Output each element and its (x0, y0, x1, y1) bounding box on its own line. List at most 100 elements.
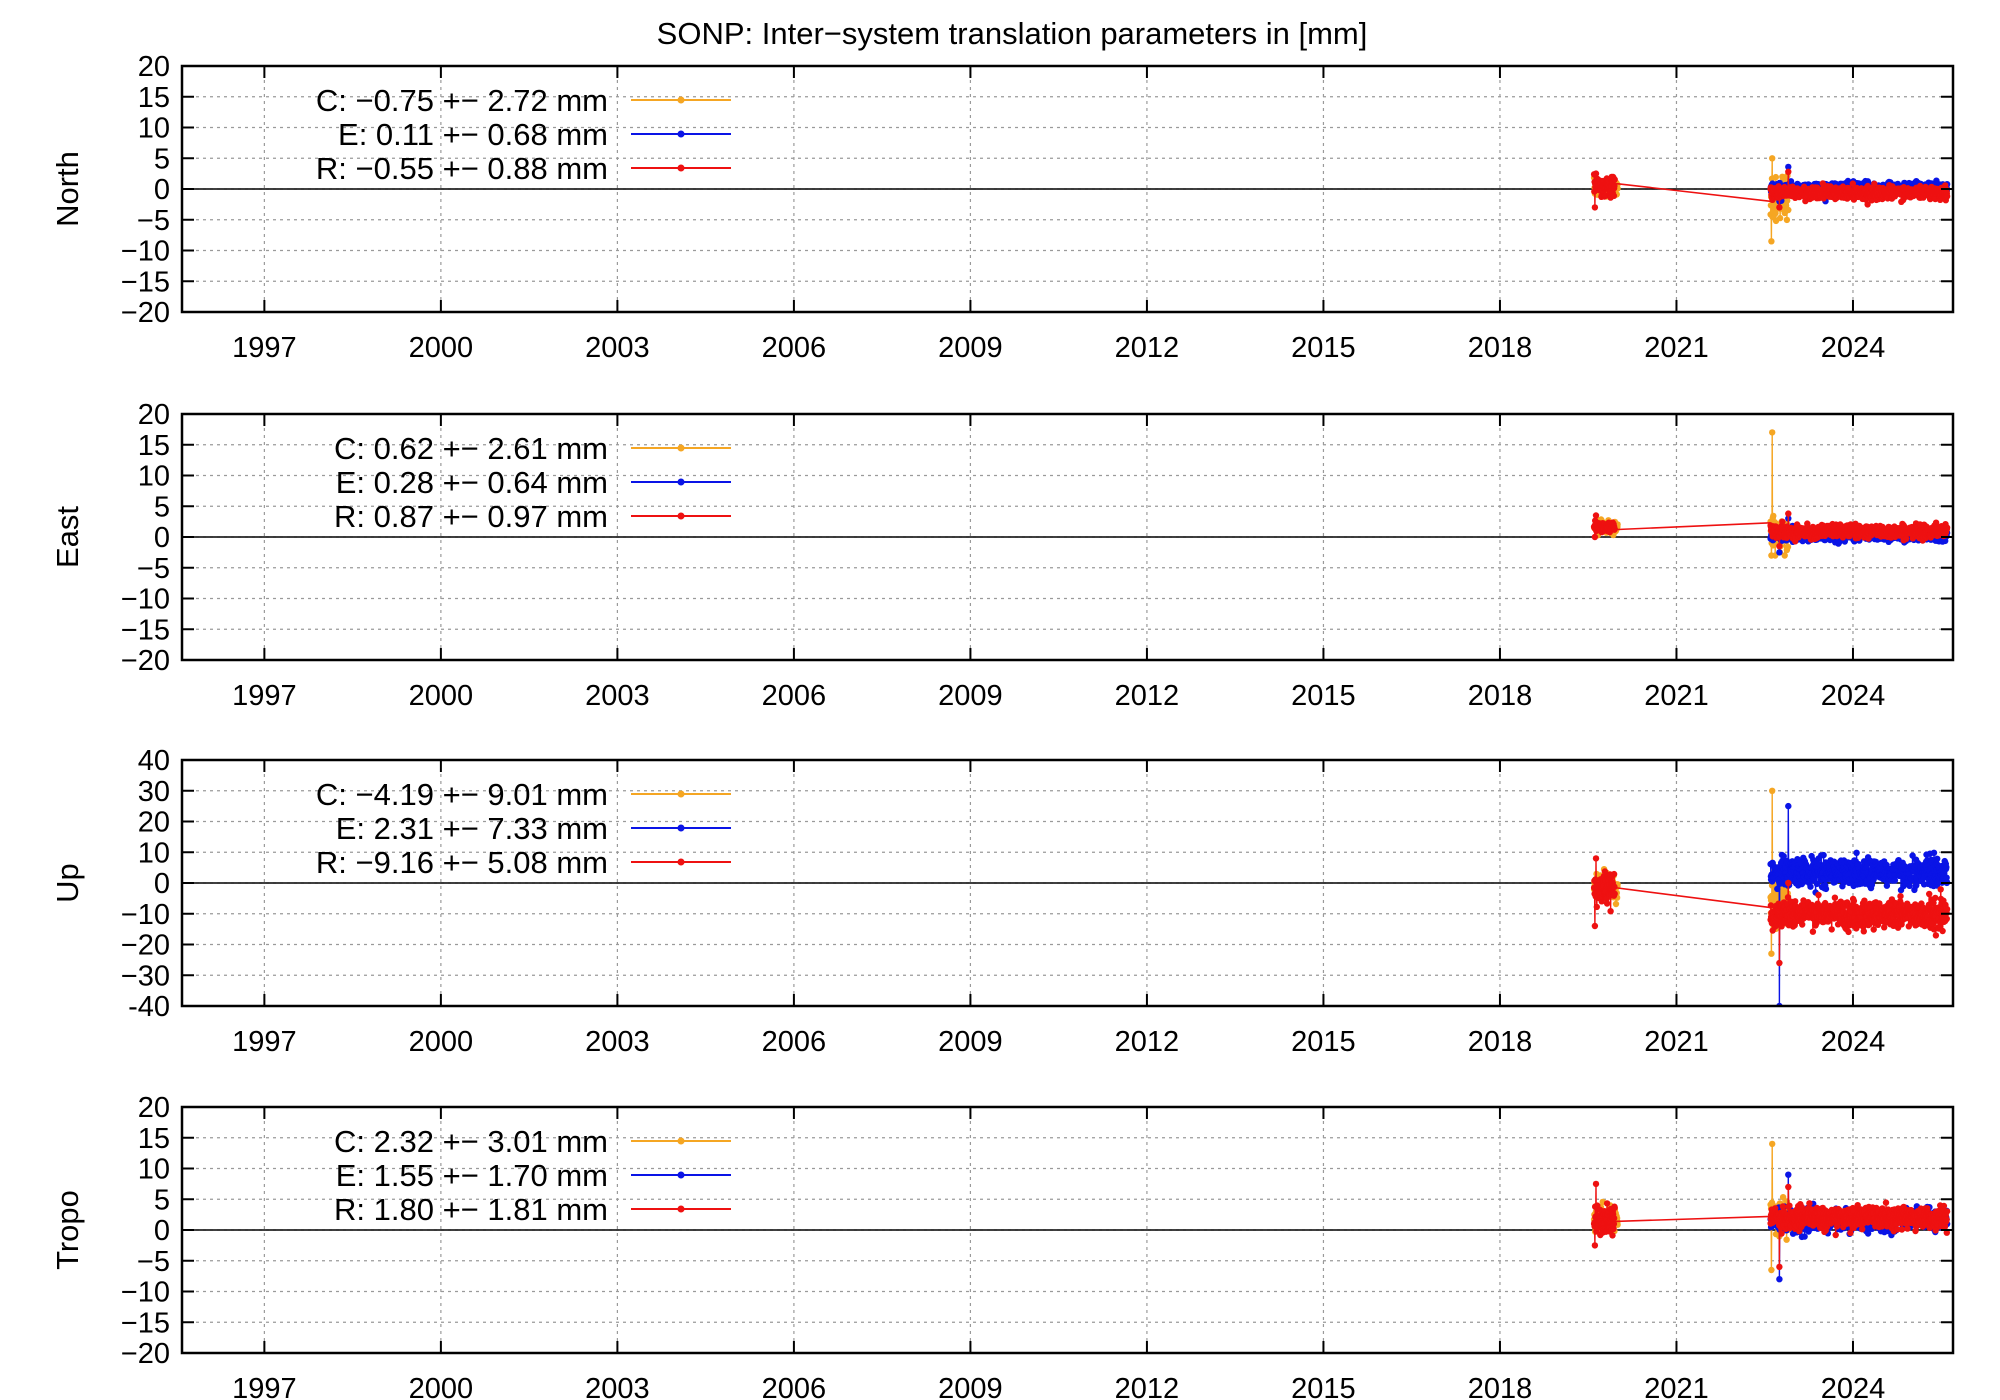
x-tick-label: 1997 (232, 680, 297, 712)
data-point (1776, 214, 1784, 222)
data-point (1776, 549, 1783, 556)
y-tick-label: 10 (138, 837, 170, 869)
y-tick-label: 0 (154, 174, 170, 206)
legend-swatch-point (677, 858, 685, 866)
series-R (1590, 510, 1951, 550)
data-point (1607, 908, 1614, 915)
data-point (1783, 216, 1791, 224)
x-tick-label: 2012 (1115, 1026, 1180, 1058)
series-group (1590, 155, 1951, 245)
data-point (1593, 903, 1601, 911)
x-tick-label: 2018 (1468, 1026, 1533, 1058)
legend: C: −0.75 +− 2.72 mmE: 0.11 +− 0.68 mmR: … (316, 83, 731, 186)
y-tick-label: 5 (154, 491, 170, 523)
x-tick-label: 1997 (232, 1026, 297, 1058)
x-tick-label: 2009 (938, 332, 1003, 364)
data-point (1776, 543, 1783, 550)
data-point (1822, 885, 1830, 893)
x-tick-label: 2006 (762, 680, 827, 712)
data-point (1610, 192, 1618, 199)
x-tick-label: 2018 (1468, 680, 1533, 712)
legend-label-C: C: 0.62 +− 2.61 mm (334, 431, 608, 466)
data-point (1906, 882, 1913, 889)
y-axis-label: East (50, 506, 85, 568)
x-tick-label: 2003 (585, 1026, 650, 1058)
data-point (1769, 155, 1776, 162)
y-tick-label: 40 (138, 745, 170, 777)
series-R-link (1614, 886, 1771, 909)
data-point (1861, 897, 1868, 904)
series-R-link (1614, 522, 1771, 531)
series-group (1590, 787, 1951, 1006)
y-tick-label: 20 (138, 51, 170, 83)
data-point (1930, 849, 1938, 856)
legend-swatch-point (677, 790, 685, 798)
data-point (1776, 204, 1783, 211)
data-point (1943, 915, 1951, 922)
data-point (1902, 535, 1910, 542)
data-point (1930, 899, 1937, 907)
data-point (1845, 928, 1852, 936)
data-point (1867, 903, 1874, 911)
data-point (1897, 893, 1904, 900)
legend-label-E: E: 0.11 +− 0.68 mm (338, 117, 608, 152)
data-point (1784, 197, 1791, 204)
data-point (1809, 928, 1817, 935)
data-point (1769, 787, 1776, 794)
data-point (1592, 170, 1600, 177)
series-C (1590, 1140, 1792, 1274)
legend-swatch-point (677, 164, 685, 172)
data-point (1591, 533, 1599, 541)
series-group (1590, 1140, 1951, 1283)
data-point (1815, 891, 1822, 899)
legend-label-R: R: 0.87 +− 0.97 mm (334, 499, 608, 534)
data-point (1611, 883, 1618, 890)
legend-label-R: R: −9.16 +− 5.08 mm (316, 845, 608, 880)
series-group (1590, 429, 1951, 559)
series-R-points (1767, 510, 1951, 550)
series-R-link (1614, 182, 1771, 203)
data-point (1943, 524, 1951, 531)
legend-swatch-point (677, 512, 685, 520)
data-point (1610, 870, 1618, 878)
y-tick-label: 20 (138, 807, 170, 839)
data-point (1831, 894, 1839, 901)
data-point (1611, 890, 1618, 897)
series-R (1590, 168, 1951, 211)
y-axis-label: North (50, 151, 85, 227)
data-point (1943, 863, 1950, 871)
series-R-points (1767, 879, 1951, 967)
series-R (1590, 855, 1951, 967)
series-C (1590, 787, 1792, 957)
data-point (1868, 881, 1876, 888)
data-point (1785, 510, 1792, 517)
series-C (1590, 429, 1792, 559)
data-point (1891, 877, 1899, 884)
data-point (1853, 849, 1860, 856)
data-point (1779, 518, 1786, 525)
data-point (1784, 894, 1792, 901)
data-point (1781, 552, 1788, 559)
y-tick-label: 10 (138, 461, 170, 493)
y-tick-label: −10 (121, 899, 170, 931)
legend-swatch-point (677, 478, 685, 486)
legend-label-R: R: −0.55 +− 0.88 mm (316, 151, 608, 186)
data-point (1939, 927, 1946, 935)
x-tick-label: 2000 (409, 1026, 474, 1058)
data-point (1860, 928, 1868, 935)
series-E (1767, 802, 1951, 1006)
y-tick-label: −15 (121, 614, 170, 646)
x-tick-label: 2021 (1644, 332, 1709, 364)
data-point (1937, 886, 1944, 893)
data-point (1871, 180, 1878, 187)
x-tick-label: 2012 (1115, 332, 1180, 364)
y-tick-label: −30 (121, 960, 170, 992)
data-point (1591, 204, 1599, 211)
legend: C: −4.19 +− 9.01 mmE: 2.31 +− 7.33 mmR: … (316, 777, 731, 880)
y-tick-label: 15 (138, 430, 170, 462)
data-point (1820, 851, 1827, 859)
data-point (1598, 898, 1605, 905)
data-point (1591, 922, 1599, 930)
x-tick-label: 1997 (232, 332, 297, 364)
